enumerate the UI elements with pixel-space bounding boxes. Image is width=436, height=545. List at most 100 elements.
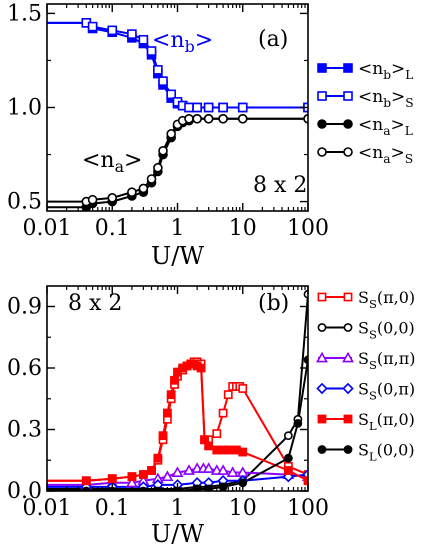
series-4-point xyxy=(127,472,137,482)
series-3-point xyxy=(87,194,98,205)
legend-label: SL(π,0) xyxy=(358,410,415,433)
panel-label: (a) xyxy=(258,27,288,52)
x-tick-label: 10 xyxy=(229,216,257,241)
x-tick-label: 1 xyxy=(171,216,185,241)
series-1-point xyxy=(127,29,137,39)
series-1-point xyxy=(138,34,149,45)
series-1-point xyxy=(283,431,293,441)
legend-marker xyxy=(317,63,327,73)
series-1-point xyxy=(192,102,202,113)
legend-label: <nb>L xyxy=(358,59,413,82)
legend-label: SS(0,π) xyxy=(358,380,415,403)
x-tick-label: 0.01 xyxy=(23,496,72,521)
series-1-point xyxy=(237,102,248,113)
panel-a: 0.01 0.1 1 10 100 0.5 1.0 1.5 U/W (a) 8 x 2 <nb> <na… xyxy=(7,1,414,270)
series-4-point xyxy=(166,390,176,400)
series-3-point xyxy=(127,187,137,197)
series-2-point xyxy=(183,464,195,475)
series-5-point xyxy=(293,418,303,428)
series-4-point xyxy=(204,441,214,451)
legend-marker xyxy=(317,91,327,101)
legend-marker xyxy=(343,414,353,424)
x-axis-label: U/W xyxy=(151,242,204,270)
series-2-point xyxy=(161,470,174,482)
legend-marker xyxy=(317,147,327,157)
series-1-point xyxy=(146,46,157,56)
legend-marker xyxy=(342,382,354,395)
series-0-point xyxy=(238,384,248,393)
y-tick-label: 1.5 xyxy=(7,1,42,26)
size-label: 8 x 2 xyxy=(68,291,122,316)
panel-label: (b) xyxy=(258,291,289,316)
series-3-point xyxy=(146,174,157,184)
plot-area xyxy=(47,18,308,211)
legend-marker xyxy=(343,63,353,73)
legend-label: SS(0,0) xyxy=(358,319,415,342)
legend-label: <nb>S xyxy=(358,87,414,110)
legend-marker xyxy=(343,147,353,157)
series-1-point xyxy=(166,89,176,100)
series-4-point xyxy=(158,431,168,441)
series-1-point xyxy=(218,102,228,113)
series-2-point xyxy=(217,464,230,475)
legend-marker xyxy=(343,323,353,332)
series-0-point xyxy=(218,408,228,418)
series-annotation: <nb> xyxy=(152,28,213,56)
series-2-point xyxy=(171,466,184,477)
legend-marker xyxy=(316,382,328,395)
series-1-point xyxy=(107,25,118,36)
series-3-point xyxy=(153,162,163,173)
y-tick-label: 0.0 xyxy=(7,479,42,504)
series-3-point xyxy=(166,129,176,139)
series-3-point xyxy=(184,113,194,124)
legend-label: <na>L xyxy=(358,115,413,138)
legend-marker xyxy=(316,351,328,363)
series-4-point xyxy=(162,408,172,418)
series-4-point xyxy=(138,470,148,479)
x-tick-label: 10 xyxy=(229,496,257,521)
series-3-point xyxy=(203,113,214,124)
series-3-point xyxy=(237,113,248,124)
series-4-point xyxy=(81,476,91,486)
series-4-point xyxy=(238,447,248,457)
series-1-point xyxy=(153,65,163,75)
x-tick-label: 100 xyxy=(287,216,329,241)
series-3-point xyxy=(218,113,228,124)
legend-label: SS(π,π) xyxy=(358,349,415,372)
series-0-point xyxy=(212,429,222,438)
series-1-point xyxy=(87,21,98,32)
series-2-point xyxy=(125,476,138,488)
series-3-point xyxy=(158,145,168,156)
series-4-point xyxy=(153,453,163,463)
series-1-point xyxy=(158,76,168,86)
legend: SS(π,0) SS(0,0) SS(π,π) SS(0,π) SL(π,0) SL(0,… xyxy=(316,288,415,464)
x-tick-label: 0.1 xyxy=(95,496,130,521)
x-tick-label: 0.1 xyxy=(95,216,130,241)
legend-marker xyxy=(317,292,327,302)
series-2-point xyxy=(226,466,239,477)
x-axis-label: U/W xyxy=(151,520,204,545)
series-0-point xyxy=(223,390,233,400)
series-3-point xyxy=(303,113,308,124)
y-tick-label: 0.3 xyxy=(7,418,42,443)
plot-area xyxy=(47,289,308,491)
series-4-point xyxy=(147,466,156,475)
series-3-point xyxy=(192,113,202,124)
y-tick-label: 1.0 xyxy=(7,96,42,121)
legend-marker xyxy=(343,445,353,454)
series-1-point xyxy=(203,102,214,113)
legend-marker xyxy=(317,445,327,454)
series-annotation: <na> xyxy=(82,148,142,176)
legend-marker xyxy=(343,91,353,101)
series-5-point xyxy=(283,453,293,463)
x-tick-label: 1 xyxy=(171,496,185,521)
y-tick-label: 0.6 xyxy=(7,356,42,381)
y-tick-label: 0.9 xyxy=(7,295,42,320)
series-1-point xyxy=(184,102,194,113)
series-2-point xyxy=(202,462,215,473)
legend-marker xyxy=(317,414,327,424)
y-tick-label: 0.5 xyxy=(7,190,42,215)
x-tick-label: 0.01 xyxy=(23,216,72,241)
legend-marker xyxy=(317,323,327,332)
